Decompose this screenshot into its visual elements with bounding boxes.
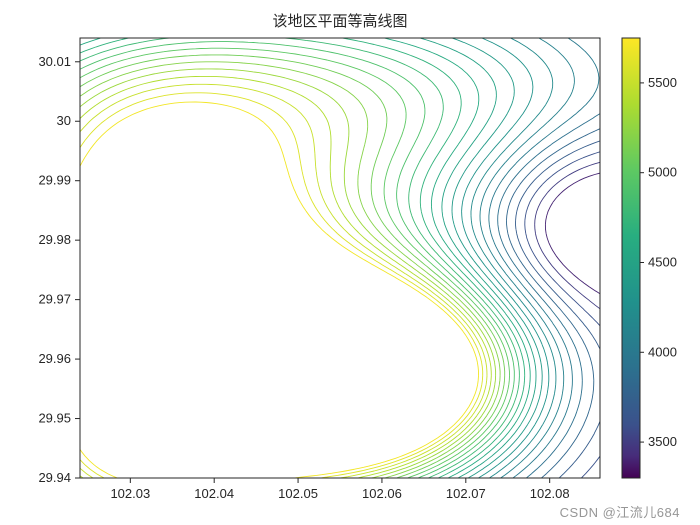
contour-level [80, 84, 487, 478]
y-axis-ticks: 29.94 29.95 29.96 29.97 29.98 29.99 30 30.01 [38, 54, 80, 485]
svg-text:102.05: 102.05 [278, 486, 318, 501]
svg-text:102.04: 102.04 [194, 486, 234, 501]
svg-text:4500: 4500 [648, 254, 677, 269]
svg-text:29.98: 29.98 [38, 232, 71, 247]
svg-text:29.94: 29.94 [38, 470, 71, 485]
chart-title: 该地区平面等高线图 [272, 12, 407, 30]
svg-text:29.97: 29.97 [38, 292, 71, 307]
contour-chart: 该地区平面等高线图 102.03 102.04 102.05 102.06 102.07… [0, 0, 700, 525]
svg-text:102.06: 102.06 [362, 486, 402, 501]
contour-level [80, 48, 510, 478]
contour-lines [80, 38, 600, 478]
svg-text:3500: 3500 [648, 434, 677, 449]
colorbar-gradient [622, 38, 640, 478]
contour-level [80, 38, 519, 478]
svg-text:5500: 5500 [648, 75, 677, 90]
svg-text:30.01: 30.01 [38, 54, 71, 69]
contour-level [80, 42, 514, 478]
svg-text:29.96: 29.96 [38, 351, 71, 366]
svg-text:102.08: 102.08 [530, 486, 570, 501]
svg-text:102.07: 102.07 [446, 486, 486, 501]
colorbar-ticks: 3500 4000 4500 5000 5500 [640, 75, 677, 449]
contour-level [80, 38, 525, 478]
svg-text:29.99: 29.99 [38, 173, 71, 188]
contour-level [80, 102, 479, 478]
contour-level [525, 152, 600, 478]
contour-level [535, 162, 600, 308]
contour-level [80, 69, 496, 478]
contour-level [80, 62, 500, 478]
svg-text:30: 30 [57, 113, 71, 128]
contour-level [489, 38, 599, 478]
svg-text:4000: 4000 [648, 344, 677, 359]
svg-text:29.95: 29.95 [38, 411, 71, 426]
contour-level [80, 38, 530, 478]
contour-level [80, 55, 505, 478]
contour-level [545, 173, 600, 294]
x-axis-ticks: 102.03 102.04 102.05 102.06 102.07 102.08 [110, 478, 569, 501]
contour-level [80, 76, 491, 478]
svg-text:5000: 5000 [648, 165, 677, 180]
svg-text:102.03: 102.03 [110, 486, 150, 501]
